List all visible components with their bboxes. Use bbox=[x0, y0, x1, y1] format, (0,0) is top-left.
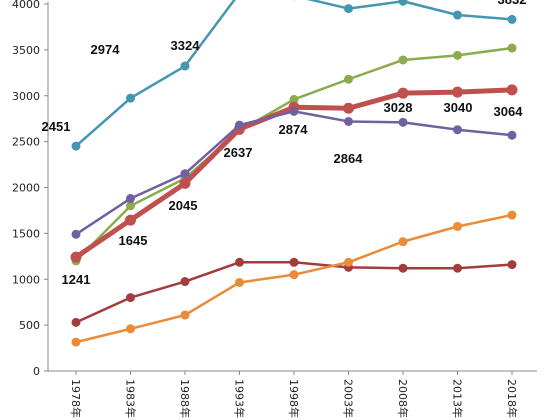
x-tick-label: 1978年 bbox=[69, 379, 83, 418]
x-tick-label: 2018年 bbox=[505, 379, 519, 418]
series-point bbox=[180, 169, 190, 179]
series-point bbox=[453, 50, 462, 60]
y-axis-ticks: 0 500 1000 1500 2000 2500 3000 3500 4000 bbox=[12, 0, 48, 378]
x-tick-label: 1993年 bbox=[233, 379, 247, 418]
series-point bbox=[398, 55, 408, 65]
series-point bbox=[179, 177, 191, 189]
series-point bbox=[452, 86, 463, 98]
series-point bbox=[71, 141, 81, 151]
series-point bbox=[289, 94, 299, 104]
x-tick-label: 2008年 bbox=[396, 379, 410, 418]
series-lines bbox=[70, 0, 518, 347]
series-point bbox=[126, 201, 135, 211]
y-tick-label: 1000 bbox=[12, 273, 40, 286]
series-point bbox=[71, 229, 81, 239]
series-point bbox=[125, 214, 136, 226]
series-point bbox=[344, 4, 353, 14]
series-point bbox=[507, 43, 517, 53]
series-point bbox=[289, 257, 299, 267]
x-tick-label: 2003年 bbox=[342, 379, 356, 418]
x-tick-label: 1998年 bbox=[287, 379, 301, 418]
series-point bbox=[507, 14, 517, 24]
y-tick-label: 3000 bbox=[12, 90, 40, 103]
y-tick-label: 2000 bbox=[12, 182, 40, 195]
series-point bbox=[344, 116, 353, 126]
series-point bbox=[71, 317, 81, 327]
series-point bbox=[126, 293, 135, 303]
series-point bbox=[344, 74, 353, 84]
series-point bbox=[507, 130, 517, 140]
series-point bbox=[235, 120, 244, 130]
series-point bbox=[506, 84, 518, 96]
data-label: 2864 bbox=[334, 151, 364, 166]
series-point bbox=[398, 117, 408, 127]
series-point bbox=[289, 106, 299, 116]
data-label: 2637 bbox=[224, 145, 253, 160]
data-label: 1645 bbox=[119, 233, 148, 248]
data-label: 2874 bbox=[279, 122, 309, 137]
y-tick-label: 4000 bbox=[12, 0, 40, 11]
series-point bbox=[507, 210, 517, 220]
series-point bbox=[71, 337, 81, 347]
series-point bbox=[397, 87, 409, 99]
y-tick-label: 3500 bbox=[12, 44, 40, 57]
data-label: 3028 bbox=[384, 100, 413, 115]
data-label: 3064 bbox=[494, 104, 524, 119]
data-label: 3324 bbox=[171, 38, 201, 53]
series-point bbox=[180, 277, 190, 287]
series-point bbox=[344, 257, 353, 267]
series-point bbox=[453, 221, 462, 231]
series-point bbox=[507, 260, 517, 270]
series-point bbox=[180, 61, 190, 71]
data-label: 3040 bbox=[444, 100, 473, 115]
series-point bbox=[453, 10, 462, 20]
x-axis-ticks: 1978年 1983年 1988年 1993年 1998年 2003年 2008年 2013年… bbox=[69, 371, 519, 418]
y-tick-label: 1500 bbox=[12, 227, 40, 240]
y-tick-label: 0 bbox=[33, 365, 40, 378]
series-point bbox=[398, 263, 408, 273]
series-point bbox=[235, 257, 244, 267]
series-point bbox=[70, 251, 82, 263]
series-point bbox=[180, 310, 190, 320]
series-point bbox=[126, 324, 135, 334]
y-tick-label: 2500 bbox=[12, 136, 40, 149]
data-label: 2974 bbox=[91, 42, 121, 57]
series-point bbox=[398, 237, 408, 247]
series-line bbox=[74, 0, 514, 148]
x-tick-label: 2013年 bbox=[451, 379, 465, 418]
data-label: 2451 bbox=[42, 119, 71, 134]
data-labels: 2451 2974 3324 3832 1241 1645 2045 2637 … bbox=[42, 0, 527, 287]
series-point bbox=[289, 270, 299, 280]
series-point bbox=[235, 277, 244, 287]
series-point bbox=[398, 0, 408, 6]
series-point bbox=[343, 102, 354, 114]
x-tick-label: 1983年 bbox=[124, 379, 138, 418]
data-label: 2045 bbox=[169, 198, 198, 213]
series-point bbox=[453, 263, 462, 273]
series-point bbox=[126, 194, 135, 204]
data-label: 3832 bbox=[498, 0, 527, 7]
series-point bbox=[126, 93, 135, 103]
data-label: 1241 bbox=[62, 272, 91, 287]
x-tick-label: 1988年 bbox=[178, 379, 192, 418]
series-point bbox=[453, 125, 462, 135]
y-tick-label: 500 bbox=[19, 319, 40, 332]
